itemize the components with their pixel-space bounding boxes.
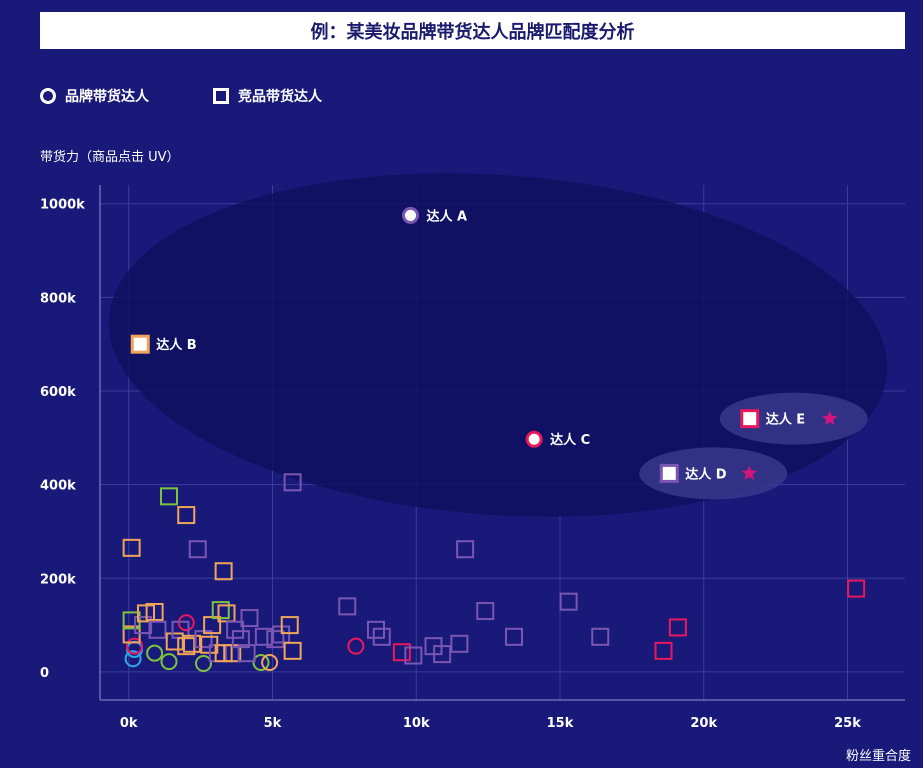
square-point bbox=[237, 644, 256, 663]
square-point bbox=[654, 641, 673, 660]
square-point bbox=[145, 602, 164, 621]
legend-item-brand[interactable]: 品牌带货达人 bbox=[40, 86, 149, 106]
tick-layer: 0k 5k 10k 15k 20k 25k 0 200k 400k 600k 800k 1000k bbox=[40, 198, 861, 731]
point-label: 达人 A bbox=[427, 208, 468, 224]
square-point bbox=[476, 602, 495, 621]
highlighted-circle-point bbox=[402, 206, 419, 224]
point-label: 达人 B bbox=[156, 337, 196, 353]
square-point bbox=[226, 620, 245, 639]
square-point bbox=[404, 646, 423, 665]
square-point bbox=[148, 620, 167, 639]
square-point bbox=[214, 562, 233, 581]
circle-point bbox=[160, 653, 178, 671]
highlight-region bbox=[108, 173, 888, 517]
highlight-layer: 达人 A 达人 B 达人 C 达人 D 达人 E bbox=[130, 206, 868, 500]
points-layer bbox=[122, 473, 866, 672]
chart-title: 例：某美妆品牌带货达人品牌匹配度分析 bbox=[40, 12, 905, 49]
y-tick-label: 400k bbox=[40, 479, 76, 494]
square-point bbox=[134, 616, 153, 635]
square-point bbox=[177, 637, 196, 656]
x-tick-label: 0k bbox=[120, 716, 138, 731]
legend-item-competitor[interactable]: 竞品带货达人 bbox=[213, 86, 322, 106]
highlighted-square-point bbox=[659, 463, 679, 483]
y-tick-label: 1000k bbox=[40, 198, 85, 213]
x-tick-label: 10k bbox=[403, 716, 430, 731]
square-point bbox=[183, 634, 201, 653]
circle-point bbox=[261, 654, 279, 672]
circle-point bbox=[347, 637, 365, 655]
y-tick-label: 800k bbox=[40, 291, 76, 306]
legend: 品牌带货达人 竞品带货达人 bbox=[40, 86, 322, 106]
point-label: 达人 D bbox=[685, 466, 727, 482]
square-point bbox=[240, 609, 259, 628]
square-point bbox=[559, 592, 578, 611]
square-point bbox=[338, 597, 357, 616]
square-point bbox=[505, 627, 523, 646]
circle-point bbox=[252, 654, 270, 672]
highlighted-square-point bbox=[740, 409, 760, 429]
square-point bbox=[188, 540, 207, 559]
point-label: 达人 E bbox=[766, 412, 805, 428]
square-point bbox=[254, 627, 273, 646]
square-point bbox=[450, 634, 469, 653]
square-point bbox=[122, 625, 141, 644]
point-label: 达人 C bbox=[550, 432, 590, 448]
square-point bbox=[160, 487, 178, 506]
square-point bbox=[165, 632, 184, 651]
square-point bbox=[122, 538, 141, 557]
square-point bbox=[456, 540, 475, 559]
circle-point bbox=[146, 644, 164, 662]
x-axis-label: 粉丝重合度 bbox=[845, 749, 911, 764]
circle-point bbox=[126, 637, 143, 655]
square-point bbox=[433, 645, 452, 664]
square-marker-icon bbox=[213, 88, 229, 104]
x-tick-label: 25k bbox=[834, 716, 861, 731]
highlight-glow bbox=[719, 392, 868, 445]
ellipse-layer bbox=[108, 173, 888, 517]
highlighted-square-point bbox=[130, 334, 150, 354]
square-point bbox=[847, 579, 866, 598]
legend-label-competitor: 竞品带货达人 bbox=[238, 89, 322, 105]
highlighted-circle-point bbox=[525, 430, 543, 448]
circle-point bbox=[124, 650, 142, 668]
square-point bbox=[177, 506, 196, 525]
square-point bbox=[372, 627, 391, 646]
square-point bbox=[591, 627, 610, 646]
x-tick-label: 20k bbox=[690, 716, 717, 731]
y-tick-label: 600k bbox=[40, 385, 76, 400]
circle-marker-icon bbox=[40, 88, 56, 104]
square-point bbox=[211, 601, 230, 620]
square-point bbox=[280, 616, 299, 635]
y-tick-label: 200k bbox=[40, 572, 76, 587]
square-point bbox=[668, 618, 687, 637]
highlight-glow bbox=[639, 447, 788, 500]
circle-point bbox=[195, 654, 212, 672]
star-icon bbox=[741, 465, 757, 480]
x-tick-label: 5k bbox=[264, 716, 282, 731]
star-icon bbox=[822, 410, 838, 426]
square-point bbox=[231, 630, 250, 649]
y-axis-label: 带货力（商品点击 UV） bbox=[40, 150, 180, 165]
square-point bbox=[266, 630, 285, 649]
legend-label-brand: 品牌带货达人 bbox=[65, 89, 149, 105]
square-point bbox=[283, 641, 302, 660]
y-tick-label: 0 bbox=[40, 666, 49, 681]
square-point bbox=[392, 643, 411, 662]
square-point bbox=[283, 473, 302, 492]
x-tick-label: 15k bbox=[547, 716, 574, 731]
